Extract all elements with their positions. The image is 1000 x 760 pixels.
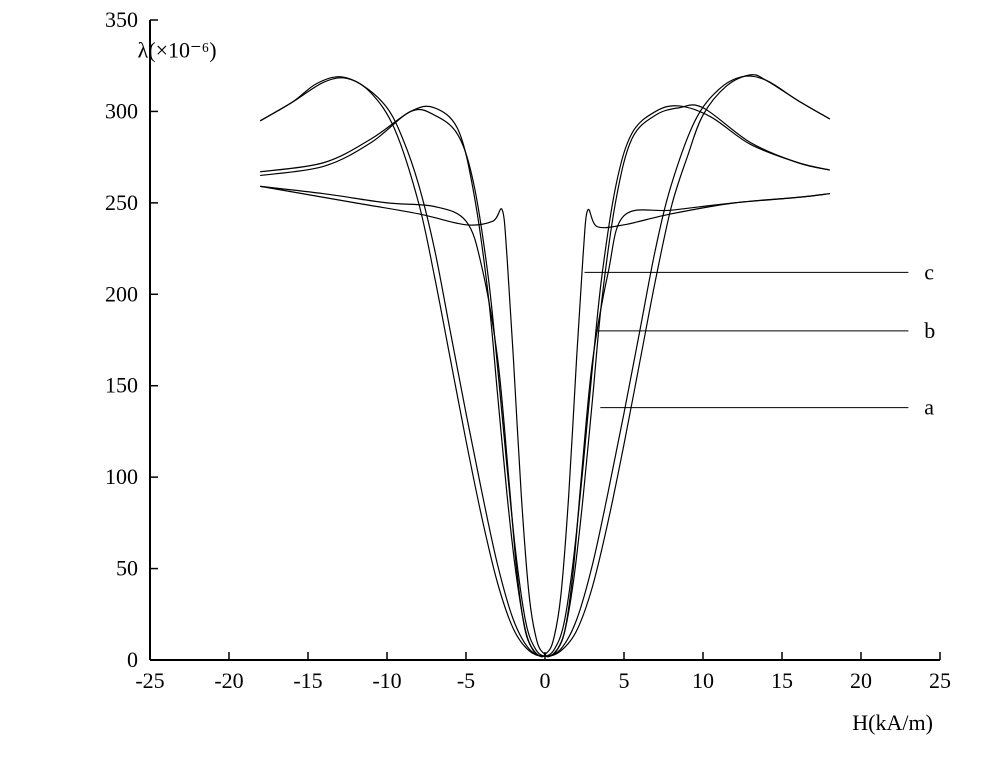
legend-label-c: c bbox=[924, 259, 934, 284]
y-tick-label: 100 bbox=[105, 464, 138, 489]
series-a_down bbox=[261, 186, 830, 656]
series-c_down bbox=[261, 75, 830, 657]
series-a_up bbox=[261, 186, 830, 656]
x-tick-label: 5 bbox=[619, 668, 630, 693]
y-tick-label: 0 bbox=[127, 647, 138, 672]
x-tick-label: -25 bbox=[135, 668, 164, 693]
chart-svg: -25-20-15-10-505101520250501001502002503… bbox=[0, 0, 1000, 760]
x-tick-label: 15 bbox=[771, 668, 793, 693]
x-tick-label: 25 bbox=[929, 668, 951, 693]
series-b_down bbox=[261, 105, 830, 657]
legend-label-a: a bbox=[924, 395, 934, 420]
x-tick-label: 20 bbox=[850, 668, 872, 693]
x-tick-label: -15 bbox=[293, 668, 322, 693]
x-tick-label: -5 bbox=[457, 668, 475, 693]
y-tick-label: 350 bbox=[105, 7, 138, 32]
y-tick-label: 250 bbox=[105, 190, 138, 215]
x-tick-label: -10 bbox=[372, 668, 401, 693]
x-tick-label: -20 bbox=[214, 668, 243, 693]
y-tick-label: 150 bbox=[105, 373, 138, 398]
series-b_up bbox=[261, 106, 830, 657]
x-tick-label: 0 bbox=[540, 668, 551, 693]
y-axis-label: λ(×10⁻⁶) bbox=[138, 37, 217, 62]
legend-label-b: b bbox=[924, 318, 935, 343]
y-tick-label: 50 bbox=[116, 556, 138, 581]
chart-container: -25-20-15-10-505101520250501001502002503… bbox=[0, 0, 1000, 760]
x-tick-label: 10 bbox=[692, 668, 714, 693]
x-axis-label: H(kA/m) bbox=[852, 710, 933, 735]
y-tick-label: 200 bbox=[105, 281, 138, 306]
y-tick-label: 300 bbox=[105, 98, 138, 123]
series-c_up bbox=[261, 76, 830, 656]
